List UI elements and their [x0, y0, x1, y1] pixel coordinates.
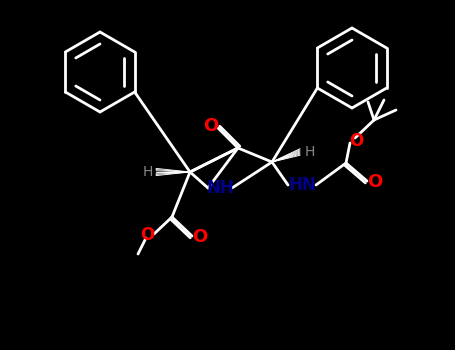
Text: O: O [192, 228, 207, 246]
Text: H: H [143, 165, 153, 179]
Text: NH: NH [206, 179, 234, 197]
Text: H: H [305, 145, 315, 159]
Text: O: O [349, 132, 363, 150]
Text: HN: HN [288, 176, 316, 194]
Text: O: O [367, 173, 383, 191]
Text: O: O [203, 117, 218, 135]
Text: O: O [140, 226, 154, 244]
